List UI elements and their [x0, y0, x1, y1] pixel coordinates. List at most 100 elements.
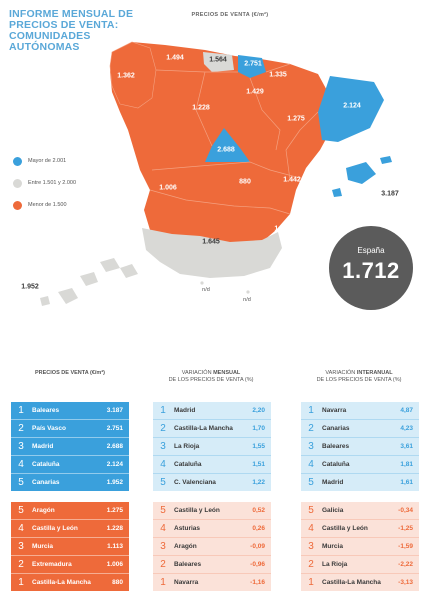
row-value: 4,23: [400, 425, 413, 432]
row-value: 1,51: [252, 461, 265, 468]
row-value: -2,22: [398, 561, 413, 568]
table-row: 3 La Rioja 1,55: [153, 437, 271, 455]
row-value: -0,96: [250, 561, 265, 568]
row-value: -3,13: [398, 579, 413, 586]
map-title: PRECIOS DE VENTA (€/m²): [191, 12, 269, 18]
row-rank: 2: [18, 559, 24, 570]
national-value: 1.712: [342, 258, 400, 283]
row-region-name: La Rioja: [322, 561, 348, 568]
region-galicia: [109, 41, 157, 109]
row-region-name: Cataluña: [32, 461, 60, 468]
row-rank: 2: [160, 559, 166, 570]
row-value: 1.952: [106, 479, 123, 486]
row-value: 1,55: [252, 443, 265, 450]
row-rank: 4: [160, 459, 166, 470]
row-region-name: Asturias: [174, 525, 201, 532]
map-value-aragon: 1.275: [287, 115, 305, 123]
row-region-name: Madrid: [32, 443, 54, 450]
row-region-name: Madrid: [322, 479, 344, 486]
row-value: 3,61: [400, 443, 413, 450]
row-region-name: País Vasco: [32, 425, 66, 432]
row-value: 2.124: [106, 461, 123, 468]
map-value-madrid: 2.688: [217, 146, 235, 154]
row-region-name: Navarra: [174, 579, 199, 586]
interanual-top-panel: 1 Navarra 4,87 2 Canarias 4,23 3 Baleares 3,61 4 C…: [301, 402, 419, 491]
title-post: DE LOS PRECIOS DE VENTA (%): [316, 377, 402, 383]
table-row: 4 Castilla y León -1,25: [301, 519, 419, 537]
row-region-name: Canarias: [322, 425, 350, 432]
row-rank: 2: [308, 423, 314, 434]
row-rank: 1: [308, 577, 314, 588]
row-region-name: Navarra: [322, 407, 347, 414]
row-value: 3.187: [106, 407, 123, 414]
legend-label: Menor de 1.500: [28, 202, 67, 208]
table-row: 5 Canarias 1.952: [11, 473, 129, 491]
table-row: 5 Castilla y León 0,52: [153, 502, 271, 519]
row-rank: 2: [308, 559, 314, 570]
row-value: 0,26: [252, 525, 265, 532]
table-row: 1 Baleares 3.187: [11, 402, 129, 419]
title-bold: INTERANUAL: [356, 370, 393, 376]
table-row: 5 Galicia -0,34: [301, 502, 419, 519]
row-region-name: Aragón: [174, 543, 197, 550]
row-rank: 1: [308, 405, 314, 416]
row-region-name: C. Valenciana: [174, 479, 216, 486]
table-row: 3 Murcia -1,59: [301, 537, 419, 555]
row-region-name: Murcia: [322, 543, 343, 550]
row-value: 2.751: [106, 425, 123, 432]
map-value-galicia: 1.362: [117, 72, 135, 80]
map-value-melilla: n/d: [243, 297, 251, 303]
table-row: 5 Aragón 1.275: [11, 502, 129, 519]
title-pre: VARIACIÓN: [181, 370, 214, 376]
region-cantabria: [203, 52, 234, 72]
table-row: 1 Madrid 2,20: [153, 402, 271, 419]
row-rank: 4: [308, 523, 314, 534]
row-rank: 5: [308, 505, 314, 516]
table-row: 4 Cataluña 2.124: [11, 455, 129, 473]
mensual-bottom-panel: 5 Castilla y León 0,52 4 Asturias 0,26 3 Aragón…: [153, 502, 271, 591]
map-value-murcia: 1.113: [274, 225, 292, 233]
row-value: 1.006: [106, 561, 123, 568]
region-canarias: [40, 258, 138, 306]
map-value-baleares: 3.187: [381, 190, 399, 198]
table-row: 4 Cataluña 1,51: [153, 455, 271, 473]
table-row: 3 Murcia 1.113: [11, 537, 129, 555]
row-value: 1,22: [252, 479, 265, 486]
row-rank: 3: [160, 541, 166, 552]
table-row: 1 Navarra -1,16: [153, 573, 271, 591]
map-value-castilla-leon: 1.228: [192, 104, 210, 112]
row-region-name: Extremadura: [32, 561, 72, 568]
region-cataluna: [318, 76, 384, 142]
row-rank: 4: [308, 459, 314, 470]
table-row: 2 Canarias 4,23: [301, 419, 419, 437]
map-value-la-rioja: 1.429: [246, 88, 264, 96]
row-region-name: Baleares: [174, 561, 202, 568]
table-row: 3 Baleares 3,61: [301, 437, 419, 455]
table-row: 2 País Vasco 2.751: [11, 419, 129, 437]
table-row: 1 Castilla-La Mancha 880: [11, 573, 129, 591]
row-rank: 2: [18, 423, 24, 434]
title-pre: VARIACIÓN: [325, 370, 357, 376]
precios-top-panel: 1 Baleares 3.187 2 País Vasco 2.751 3 Madrid 2.6…: [11, 402, 129, 491]
table-row: 2 La Rioja -2,22: [301, 555, 419, 573]
interanual-bottom-panel: 5 Galicia -0,34 4 Castilla y León -1,25 3 Murci…: [301, 502, 419, 591]
row-region-name: La Rioja: [174, 443, 200, 450]
table-row: 1 Castilla-La Mancha -3,13: [301, 573, 419, 591]
row-rank: 3: [18, 441, 24, 452]
row-region-name: Murcia: [32, 543, 53, 550]
title-post: DE LOS PRECIOS DE VENTA (%): [168, 377, 254, 383]
table-row: 2 Extremadura 1.006: [11, 555, 129, 573]
map-value-cantabria: 1.564: [209, 56, 227, 64]
row-region-name: Castilla-La Mancha: [174, 425, 233, 432]
map-value-castilla-la-mancha: 880: [239, 178, 251, 186]
table-row: 5 C. Valenciana 1,22: [153, 473, 271, 491]
region-andalucia: [142, 228, 282, 278]
table-title-precios: PRECIOS DE VENTA (€/m²): [5, 370, 135, 377]
row-rank: 5: [18, 505, 24, 516]
map-value-canarias: 1.952: [21, 283, 39, 291]
row-region-name: Baleares: [322, 443, 350, 450]
table-title-precios-text: PRECIOS DE VENTA (€/m²): [35, 370, 105, 376]
row-value: 2,20: [252, 407, 265, 414]
row-rank: 5: [160, 505, 166, 516]
row-value: 1,61: [400, 479, 413, 486]
